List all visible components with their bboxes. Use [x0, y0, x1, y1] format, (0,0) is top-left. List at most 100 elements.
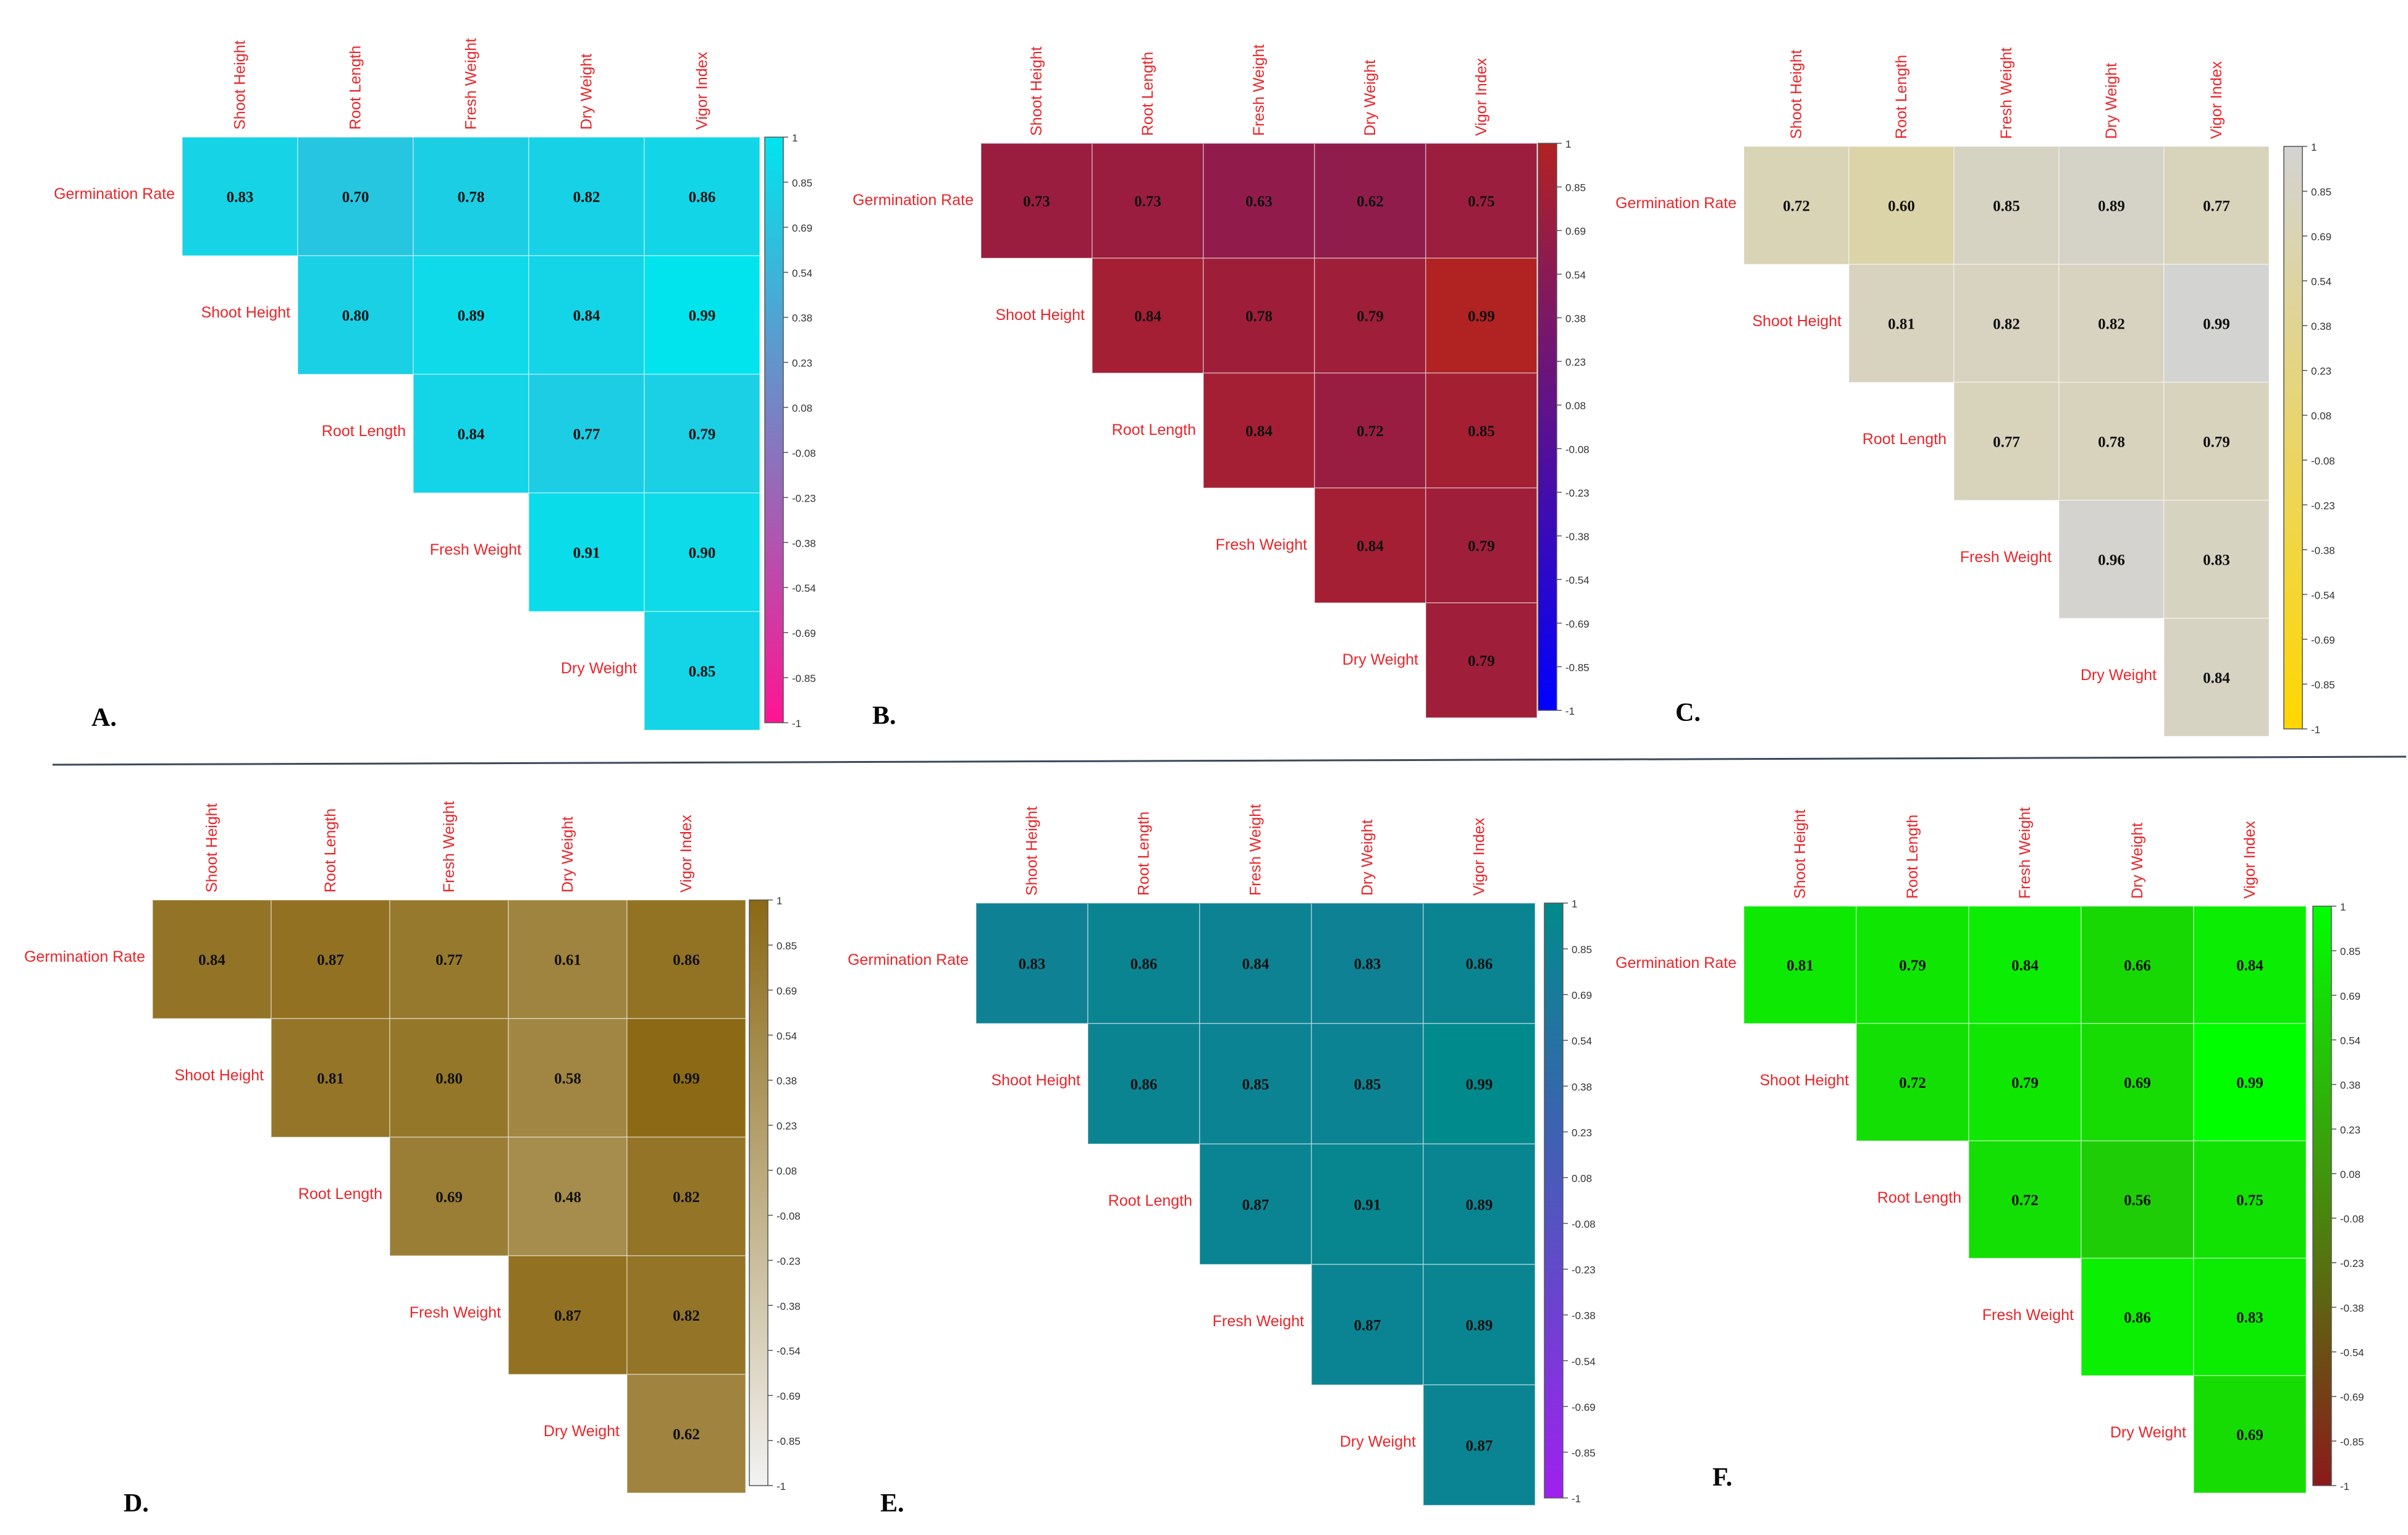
heatmap-cell [1856, 1023, 1969, 1142]
cell-value-label: 0.81 [1888, 316, 1915, 333]
colorbar-tick-label: -0.23 [792, 492, 816, 504]
heatmap-cell [508, 899, 628, 1019]
colorbar-tick-label: 0.85 [1572, 944, 1592, 956]
heatmap-cell [1968, 906, 2082, 1024]
heatmap-cell [508, 1018, 628, 1138]
colorbar-tick-label: 0.69 [777, 985, 797, 997]
colorbar-tick-label: -1 [2311, 724, 2320, 736]
cell-value-label: 0.84 [1242, 956, 1269, 973]
colorbar-tick-label: 0.08 [1572, 1172, 1592, 1184]
colorbar-tick-label: 1 [2311, 141, 2317, 153]
cell-value-label: 0.61 [554, 952, 581, 969]
heatmap-cell [528, 492, 645, 612]
colorbar-tick-label: 0.54 [2311, 276, 2331, 288]
column-label: Root Length [347, 46, 364, 130]
cell-value-label: 0.62 [673, 1426, 700, 1443]
colorbar-tick-label: 0.85 [777, 940, 797, 952]
row-label: Fresh Weight [430, 541, 521, 558]
colorbar-tick-label: 0.08 [2311, 410, 2331, 422]
colorbar [2312, 906, 2332, 1486]
column-label: Vigor Index [1471, 817, 1488, 896]
colorbar-tick-label: -0.38 [792, 537, 816, 549]
cell-value-label: 0.91 [1354, 1197, 1381, 1214]
colorbar-tick-label: 1 [1565, 138, 1571, 150]
cell-value-label: 0.91 [573, 545, 600, 561]
cell-value-label: 0.75 [1468, 193, 1495, 210]
colorbar [749, 899, 768, 1486]
cell-value-label: 0.69 [2124, 1075, 2151, 1091]
colorbar-tick-label: 0.38 [1572, 1081, 1592, 1093]
heatmap-cell [1968, 1140, 2082, 1259]
colorbar-tick-label: -0.38 [1565, 531, 1589, 543]
cell-value-label: 0.87 [554, 1308, 581, 1324]
cell-value-label: 0.84 [1357, 538, 1384, 555]
colorbar-tick-label: 0.54 [1565, 269, 1586, 281]
colorbar-tick-label: 0.23 [1565, 356, 1586, 368]
heatmap-cell [2163, 146, 2270, 265]
cell-value-label: 0.79 [1357, 308, 1384, 325]
cell-value-label: 0.77 [2203, 198, 2230, 215]
colorbar-tick-label: 0.23 [1572, 1127, 1592, 1138]
heatmap-cell [1314, 258, 1426, 374]
row-label: Dry Weight [1340, 1433, 1416, 1450]
cell-value-label: 0.69 [2236, 1427, 2263, 1444]
heatmap-cell [626, 1374, 746, 1494]
cell-value-label: 0.84 [1245, 423, 1273, 440]
colorbar-tick-label: -0.69 [777, 1390, 801, 1402]
column-label: Vigor Index [1473, 57, 1490, 136]
cell-value-label: 0.82 [2098, 316, 2125, 333]
heatmap-cell [1423, 1384, 1536, 1506]
cell-value-label: 0.85 [1354, 1077, 1381, 1093]
cell-value-label: 0.83 [1019, 956, 1046, 973]
cell-value-label: 0.89 [1466, 1197, 1493, 1214]
column-label: Shoot Height [203, 803, 221, 893]
heatmap-cell [528, 255, 645, 375]
cell-value-label: 0.78 [2098, 434, 2125, 451]
cell-value-label: 0.89 [2098, 198, 2125, 215]
heatmap-cell [1199, 902, 1312, 1024]
row-label: Root Length [1112, 421, 1196, 439]
heatmap-cell [1314, 372, 1426, 489]
colorbar-tick-label: -0.85 [777, 1436, 801, 1447]
heatmap-cell [644, 137, 760, 256]
colorbar-tick-label: -1 [792, 718, 801, 730]
cell-value-label: 0.84 [573, 308, 600, 324]
panel-label: A. [91, 704, 117, 732]
colorbar-tick-label: -0.38 [2311, 545, 2335, 557]
row-label: Root Length [1108, 1192, 1192, 1209]
cell-value-label: 0.85 [1242, 1077, 1269, 1093]
cell-value-label: 0.84 [1134, 308, 1161, 325]
row-label: Shoot Height [1752, 313, 1842, 330]
colorbar-tick-label: 0.54 [792, 267, 812, 279]
colorbar-tick-label: 0.08 [792, 403, 812, 414]
colorbar-tick-label: -0.23 [2311, 500, 2335, 511]
cell-value-label: 0.83 [227, 189, 254, 206]
heatmap-cell [1423, 1264, 1536, 1386]
heatmap-cell [1848, 264, 1955, 383]
panel-label: F. [1712, 1463, 1732, 1492]
heatmap-cell [1743, 906, 1857, 1024]
row-label: Dry Weight [2081, 667, 2157, 684]
panel-label: C. [1675, 699, 1701, 727]
column-label: Vigor Index [694, 51, 711, 130]
heatmap-cell [1425, 143, 1538, 259]
heatmap-cell [2193, 1375, 2307, 1494]
cell-value-label: 0.99 [2203, 316, 2230, 333]
colorbar-tick-label: -0.38 [2340, 1302, 2364, 1314]
colorbar-tick-label: -0.08 [777, 1210, 801, 1222]
colorbar-tick-label: 0.38 [2311, 321, 2331, 332]
heatmap-cell [626, 1255, 746, 1375]
heatmap-cell [1311, 1143, 1424, 1265]
colorbar-tick-label: 0.23 [792, 358, 812, 369]
column-label: Fresh Weight [1998, 48, 2015, 139]
colorbar-tick-label: -0.69 [1572, 1402, 1596, 1413]
cell-value-label: 0.99 [1468, 308, 1495, 325]
heatmap-cell [1092, 258, 1204, 374]
cell-value-label: 0.86 [1130, 1077, 1158, 1093]
colorbar-tick-label: -0.54 [792, 582, 816, 594]
row-label: Germination Rate [24, 948, 145, 965]
row-label: Shoot Height [1759, 1072, 1849, 1089]
panel-label: B. [872, 702, 896, 730]
row-label: Dry Weight [1342, 651, 1418, 668]
row-label: Dry Weight [561, 660, 637, 677]
